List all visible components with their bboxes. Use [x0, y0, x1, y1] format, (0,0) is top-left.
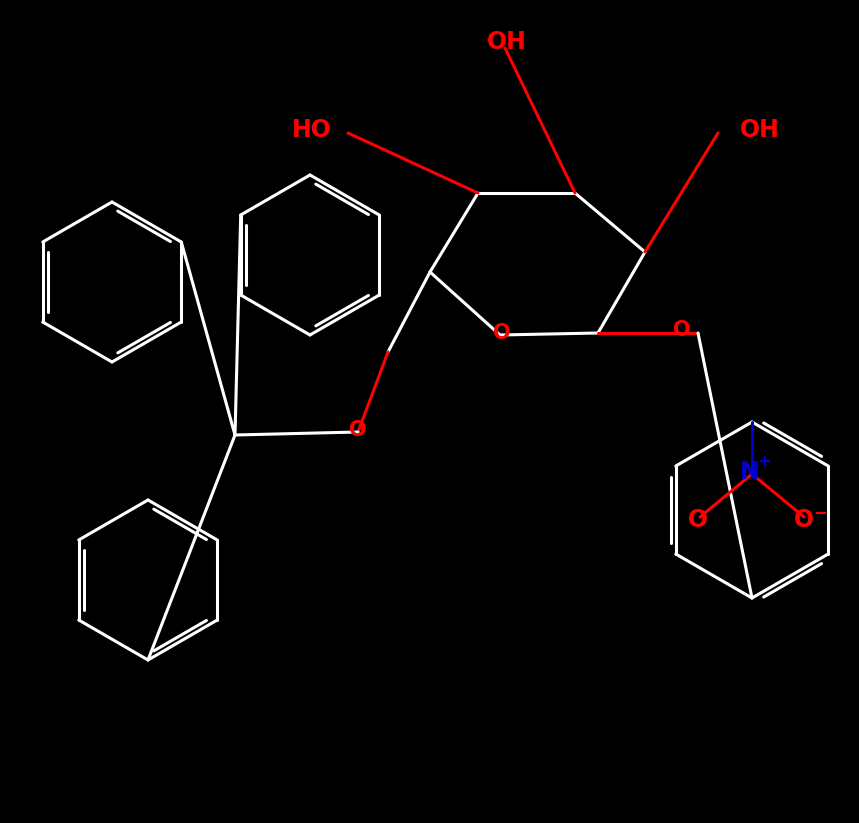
Text: OH: OH [740, 118, 780, 142]
Text: O: O [493, 323, 511, 343]
Text: O: O [688, 508, 708, 532]
Text: O: O [673, 320, 691, 340]
Text: −: − [813, 503, 827, 521]
Text: O: O [350, 420, 367, 440]
Text: HO: HO [292, 118, 332, 142]
Text: O: O [794, 508, 814, 532]
Text: OH: OH [487, 30, 527, 54]
Text: N: N [740, 460, 760, 484]
Text: +: + [757, 453, 771, 471]
